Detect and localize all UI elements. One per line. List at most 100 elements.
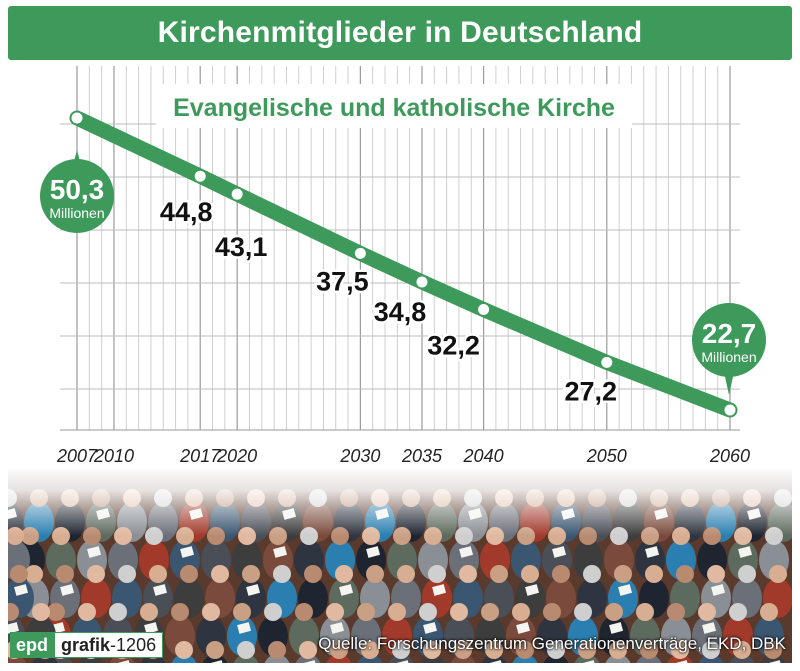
data-label-2035: 34,8 xyxy=(374,297,427,327)
chart-title: Kirchenmitglieder in Deutschland xyxy=(157,16,643,49)
data-point-2040 xyxy=(478,303,490,315)
person-head xyxy=(605,603,623,621)
person-head xyxy=(304,565,322,583)
hymn-sheet xyxy=(14,584,29,596)
callout-value-2060: 22,7 xyxy=(702,318,757,349)
person-head xyxy=(707,565,725,583)
data-label-2030: 37,5 xyxy=(316,266,369,296)
hymn-sheet xyxy=(330,622,345,634)
x-tick-2050: 2050 xyxy=(586,446,627,466)
hymn-sheet xyxy=(609,622,624,634)
hymn-sheet xyxy=(246,584,261,596)
person-head xyxy=(180,565,198,583)
person-head xyxy=(8,603,19,621)
person-head xyxy=(481,603,499,621)
hymn-sheet xyxy=(180,546,195,558)
hymn-sheet xyxy=(144,622,159,634)
person-head xyxy=(47,603,65,621)
person-head xyxy=(326,603,344,621)
x-tick-2035: 2035 xyxy=(401,446,443,466)
logo-number: -1206 xyxy=(110,634,157,655)
person-head xyxy=(547,641,565,659)
hymn-sheet xyxy=(339,584,354,596)
callout-value-2007: 50,3 xyxy=(50,174,105,205)
person-head xyxy=(149,565,167,583)
hymn-sheet xyxy=(702,622,717,634)
data-point-2050 xyxy=(601,356,613,368)
logo-epd: epd xyxy=(10,632,55,658)
person-head xyxy=(512,603,530,621)
data-label-2017: 44,8 xyxy=(160,197,213,227)
person-head xyxy=(242,565,260,583)
person-head xyxy=(25,565,43,583)
hymn-sheet xyxy=(432,584,447,596)
hymn-sheet xyxy=(525,584,540,596)
person-head xyxy=(237,641,255,659)
person-head xyxy=(490,565,508,583)
person-head xyxy=(521,565,539,583)
logo-grafik-box: grafik -1206 xyxy=(54,632,164,658)
hymn-sheet xyxy=(273,546,288,558)
title-banner: Kirchenmitglieder in Deutschland xyxy=(8,6,792,60)
hymn-sheet xyxy=(153,584,168,596)
hymn-sheet xyxy=(711,584,726,596)
person-head xyxy=(640,641,658,659)
callout-unit-2060: Millionen xyxy=(701,349,756,365)
person-head xyxy=(87,565,105,583)
person-head xyxy=(32,603,50,621)
x-tick-2020: 2020 xyxy=(216,446,257,466)
person-head xyxy=(78,603,96,621)
x-tick-2007: 2007 xyxy=(56,446,98,466)
person-head xyxy=(10,565,28,583)
person-head xyxy=(516,641,534,659)
person-head xyxy=(543,603,561,621)
person-head xyxy=(738,565,756,583)
data-labels: 44,843,1 37,534,832,2 27,2 xyxy=(157,195,619,409)
person-head xyxy=(760,603,778,621)
person-head xyxy=(764,641,782,659)
person-head xyxy=(330,641,348,659)
logo-grafik: grafik xyxy=(61,634,111,655)
person-head xyxy=(428,565,446,583)
x-tick-2040: 2040 xyxy=(463,446,504,466)
data-label-2040: 32,2 xyxy=(427,330,480,360)
person-head xyxy=(419,603,437,621)
person-head xyxy=(459,565,477,583)
series-line xyxy=(69,110,738,418)
data-label-2050: 27,2 xyxy=(565,376,618,406)
epd-logo: epd grafik -1206 xyxy=(10,632,164,658)
photo-fade xyxy=(8,466,792,536)
person-head xyxy=(609,641,627,659)
data-point-2007 xyxy=(71,112,83,124)
callout-unit-2007: Millionen xyxy=(49,205,104,221)
hymn-sheet xyxy=(60,584,75,596)
callout-circle-2007 xyxy=(40,159,114,233)
person-head xyxy=(423,641,441,659)
person-head xyxy=(614,565,632,583)
person-head xyxy=(450,603,468,621)
hymn-sheet xyxy=(738,546,753,558)
data-label-2020: 43,1 xyxy=(215,232,268,262)
person-head xyxy=(109,603,127,621)
chart-subtitle: Evangelische und katholische Kirche xyxy=(173,94,615,122)
person-head xyxy=(211,565,229,583)
person-head xyxy=(636,603,654,621)
person-head xyxy=(361,641,379,659)
person-head xyxy=(335,565,353,583)
crowd-photo xyxy=(8,466,792,663)
hymn-sheet xyxy=(87,546,102,558)
hymn-sheet xyxy=(237,622,252,634)
person-head xyxy=(578,641,596,659)
person-head xyxy=(264,603,282,621)
person-head xyxy=(268,641,286,659)
person-head xyxy=(671,641,689,659)
hymn-sheet xyxy=(552,546,567,558)
person-head xyxy=(454,641,472,659)
data-point-2035 xyxy=(416,276,428,288)
subtitle-box xyxy=(156,84,632,128)
person-head xyxy=(206,641,224,659)
person-head xyxy=(645,565,663,583)
x-tick-2030: 2030 xyxy=(339,446,380,466)
